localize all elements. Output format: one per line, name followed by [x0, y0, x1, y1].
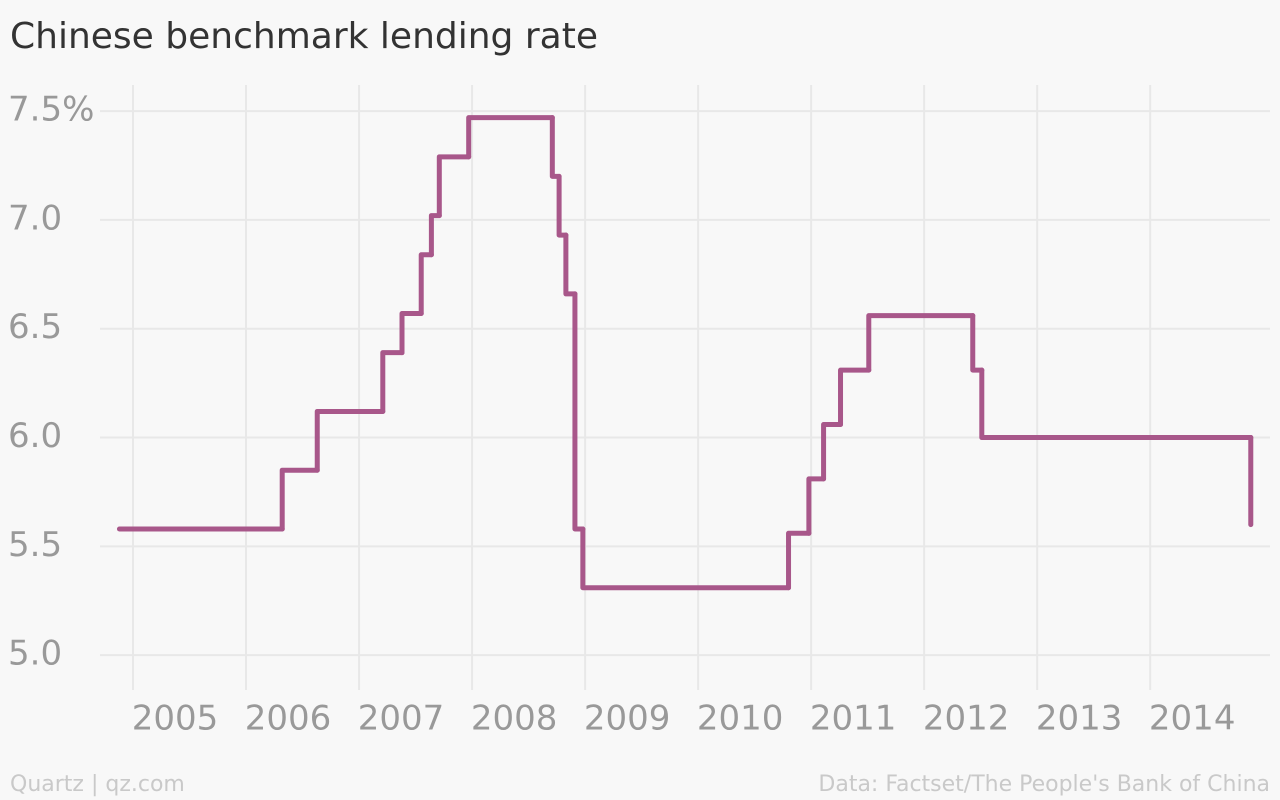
- step-line: [821, 421, 844, 482]
- y-tick-label: 6.0: [8, 416, 62, 456]
- step-line: [279, 467, 320, 532]
- chart-title: Chinese benchmark lending rate: [10, 16, 598, 57]
- x-tick-label: 2008: [471, 699, 558, 739]
- step-line: [380, 350, 405, 414]
- step-line: [314, 408, 386, 473]
- x-tick-label: 2013: [1036, 699, 1123, 739]
- step-line: [806, 476, 827, 536]
- x-tick-label: 2011: [810, 699, 897, 739]
- y-tick-label: 5.5: [8, 525, 62, 565]
- source: Data: Factset/The People's Bank of China: [818, 772, 1270, 797]
- y-tick-label: 7.0: [8, 198, 62, 238]
- credit: Quartz | qz.com: [10, 772, 185, 797]
- x-tick-label: 2009: [584, 699, 671, 739]
- x-tick-label: 2012: [923, 699, 1010, 739]
- x-tick-label: 2006: [245, 699, 332, 739]
- step-line: [399, 311, 424, 356]
- step-line: [838, 367, 872, 427]
- step-line: [563, 232, 578, 297]
- step-line: [866, 313, 976, 373]
- y-tick-label: 6.5: [8, 307, 62, 347]
- step-line: [436, 154, 472, 219]
- x-tick-label: 2007: [358, 699, 445, 739]
- step-line: [970, 313, 985, 373]
- x-tick-label: 2005: [132, 699, 219, 739]
- y-tick-label: 7.5%: [8, 90, 94, 130]
- step-line: [979, 367, 1254, 441]
- step-line: [786, 530, 812, 591]
- step-line: [418, 252, 434, 317]
- y-tick-label: 5.0: [8, 634, 62, 674]
- x-tick-label: 2010: [697, 699, 784, 739]
- x-tick-label: 2014: [1149, 699, 1236, 739]
- step-line: [572, 291, 586, 532]
- step-line: [466, 115, 555, 160]
- step-line: [428, 213, 442, 258]
- step-line: [580, 526, 792, 591]
